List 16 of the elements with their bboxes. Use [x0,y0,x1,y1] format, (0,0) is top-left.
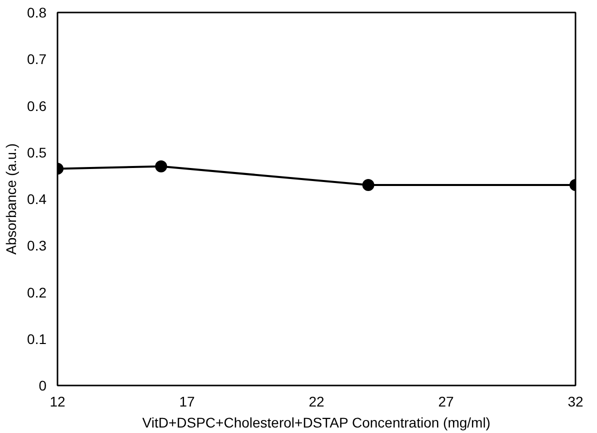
x-tick-label: 17 [179,394,195,410]
x-tick-label: 22 [308,394,324,410]
y-tick-label: 0.1 [27,330,47,347]
x-tick-label: 32 [568,394,584,410]
y-tick-label: 0 [38,378,47,394]
y-tick-label: 0.7 [27,51,47,68]
y-tick-label: 0.6 [27,98,47,114]
y-tick-label: 0.8 [27,4,47,20]
y-tick-label: 0.5 [27,144,47,160]
x-axis-title: VitD+DSPC+Cholesterol+DSTAP Concentration (mg/ml) [142,414,490,430]
y-tick-label: 0.4 [27,191,47,207]
y-tick-label: 0.3 [27,238,47,254]
y-tick-label: 0.2 [27,284,47,300]
x-tick-label: 12 [50,394,66,410]
x-tick-label: 27 [438,394,454,410]
y-axis-title: Absorbance (a.u.) [3,143,20,255]
